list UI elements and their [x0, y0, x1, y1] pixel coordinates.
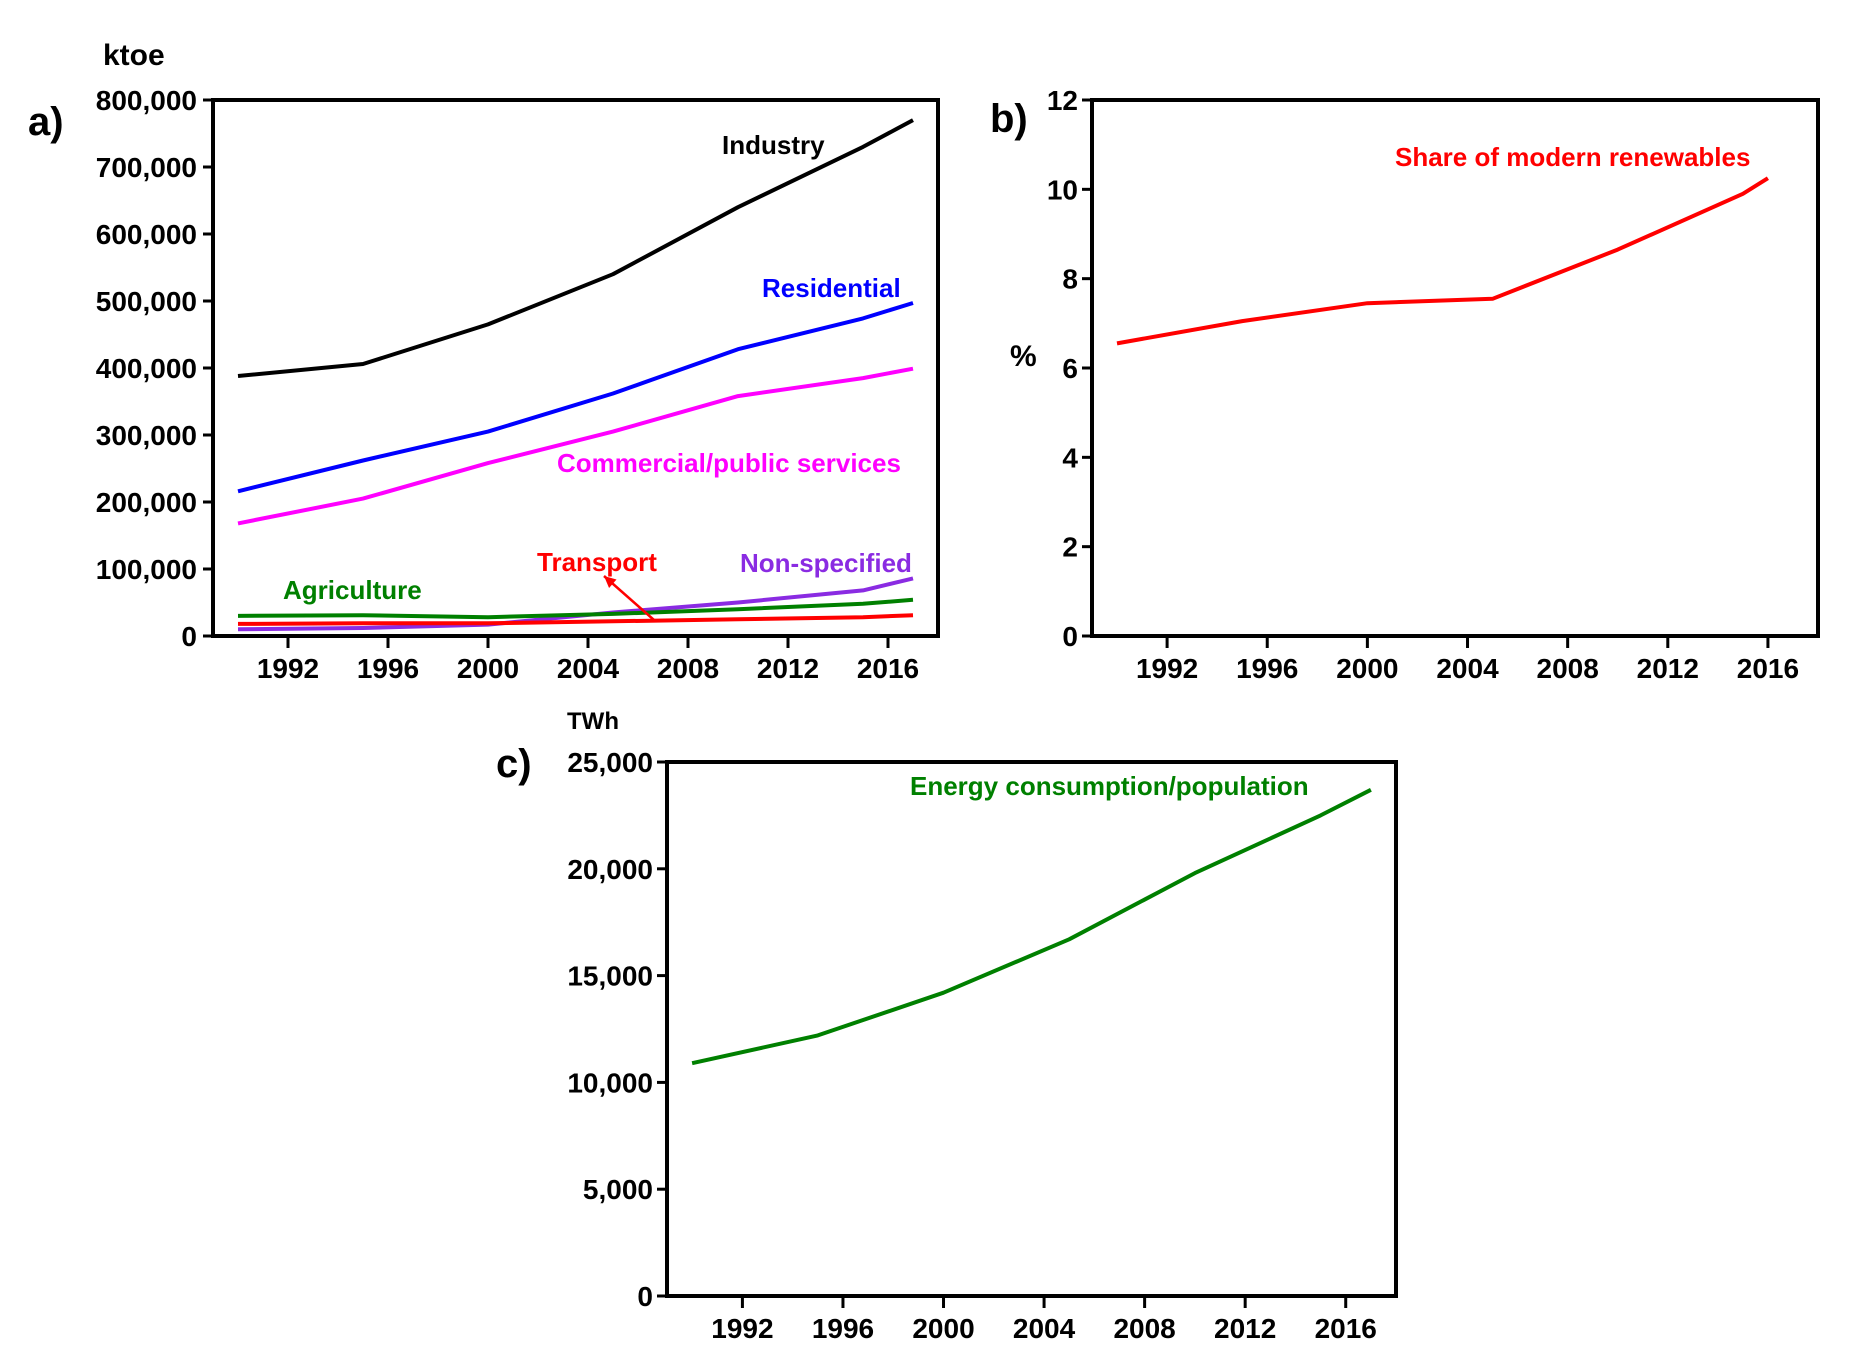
panel-c-unit-label: TWh: [567, 708, 619, 735]
panel-b-unit-label: %: [1010, 340, 1037, 373]
series-label: Commercial/public services: [557, 448, 901, 478]
series-label: Share of modern renewables: [1395, 142, 1750, 172]
plot-frame: [665, 760, 1398, 1298]
y-tick-label: 0: [181, 621, 197, 652]
x-tick-label: 2008: [657, 653, 719, 684]
y-tick-label: 5,000: [583, 1174, 653, 1205]
x-tick-label: 2012: [757, 653, 819, 684]
panel-a-unit-label: ktoe: [103, 39, 165, 72]
y-tick-label: 700,000: [96, 152, 197, 183]
y-tick-label: 10: [1047, 174, 1078, 205]
x-tick-label: 2000: [912, 1313, 974, 1344]
series-label: Transport: [537, 547, 657, 577]
panel-b-plot: 0 2 4 6 8 10 12 1992 1996 2000 2004 2008 2012 2016 Sha…: [1047, 85, 1820, 684]
x-tick-label: 1992: [1136, 653, 1198, 684]
panel-c-plot: 0 5,000 10,000 15,000 20,000 25,000 1992 1996 20…: [567, 747, 1398, 1344]
plot-frame: [1090, 98, 1820, 638]
x-tick-label: 2008: [1113, 1313, 1175, 1344]
panel-c-chart: c) TWh 0 5,000 10,000 15,000 20,000 25,000 199…: [496, 708, 1398, 1344]
panel-b-label: b): [990, 97, 1028, 141]
x-tick-label: 2004: [1436, 653, 1499, 684]
y-tick-label: 100,000: [96, 554, 197, 585]
x-tick-label: 1992: [257, 653, 319, 684]
x-tick-label: 2016: [1737, 653, 1799, 684]
x-tick-label: 2000: [1336, 653, 1398, 684]
annotation-arrowhead: [604, 576, 617, 588]
panel-a-label: a): [28, 100, 64, 144]
y-tick-label: 400,000: [96, 353, 197, 384]
series-line: [691, 788, 1372, 1066]
y-tick-label: 2: [1062, 532, 1078, 563]
series-label: Industry: [722, 130, 825, 160]
y-tick-label: 25,000: [567, 747, 653, 778]
y-tick-label: 6: [1062, 353, 1078, 384]
x-tick-label: 2004: [1013, 1313, 1076, 1344]
x-tick-label: 2000: [457, 653, 519, 684]
y-tick-label: 300,000: [96, 420, 197, 451]
x-tick-label: 1992: [711, 1313, 773, 1344]
series-line: [237, 366, 914, 526]
panel-a-plot: 0 100,000 200,000 300,000 400,000 500,000 600,…: [96, 85, 940, 684]
series-label: Agriculture: [283, 575, 422, 605]
x-tick-label: 1996: [357, 653, 419, 684]
panel-a-chart: a) ktoe 0 100,000 200,000 300,000 400,000 500…: [28, 39, 940, 684]
x-tick-label: 2016: [857, 653, 919, 684]
y-tick-label: 8: [1062, 264, 1078, 295]
y-tick-label: 600,000: [96, 219, 197, 250]
x-tick-label: 1996: [1236, 653, 1298, 684]
y-tick-label: 15,000: [567, 961, 653, 992]
x-tick-label: 1996: [812, 1313, 874, 1344]
series-line: [237, 613, 914, 626]
series-label: Residential: [762, 273, 901, 303]
y-tick-label: 12: [1047, 85, 1078, 116]
y-tick-label: 200,000: [96, 487, 197, 518]
y-tick-label: 4: [1062, 442, 1078, 473]
y-tick-label: 0: [637, 1281, 653, 1312]
y-tick-label: 0: [1062, 621, 1078, 652]
series-label: Energy consumption/population: [910, 771, 1309, 801]
x-tick-label: 2004: [557, 653, 620, 684]
x-tick-label: 2012: [1637, 653, 1699, 684]
y-tick-label: 20,000: [567, 854, 653, 885]
series-label: Non-specified: [740, 548, 912, 578]
y-tick-label: 10,000: [567, 1067, 653, 1098]
panel-c-label: c): [496, 742, 532, 786]
series-line: [237, 301, 914, 494]
y-tick-label: 800,000: [96, 85, 197, 116]
x-tick-label: 2016: [1315, 1313, 1377, 1344]
y-tick-label: 500,000: [96, 286, 197, 317]
panel-b-chart: b) % 0 2 4 6 8 10 12 1992 1996 2000 2004 2008 2012 20…: [990, 85, 1820, 684]
series-line: [237, 597, 914, 620]
x-tick-label: 2008: [1537, 653, 1599, 684]
series-line: [237, 118, 914, 378]
x-tick-label: 2012: [1214, 1313, 1276, 1344]
series-line: [1116, 176, 1769, 346]
